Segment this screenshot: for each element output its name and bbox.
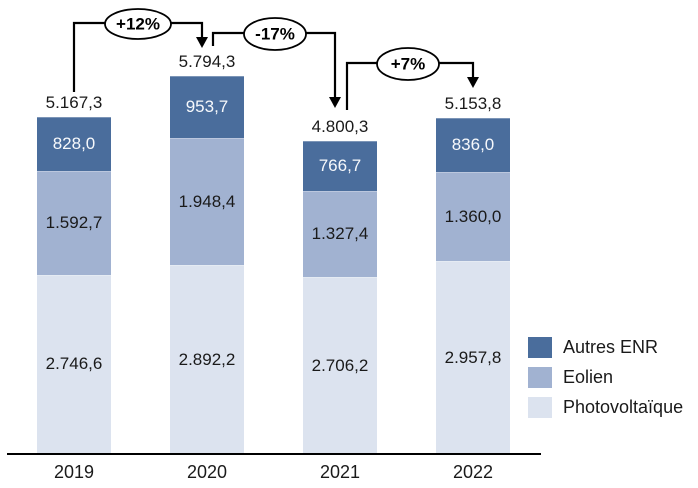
legend-label: Autres ENR <box>563 336 659 357</box>
segment-value-label: 1.327,4 <box>311 224 369 244</box>
annotation-bubble <box>376 47 440 81</box>
segment-value-label: 2.706,2 <box>311 355 369 375</box>
x-tick-label-2020: 2020 <box>186 462 228 482</box>
bar-2021: 766,7 1.327,4 2.706,2 <box>303 140 377 454</box>
segment-value-label: 828,0 <box>52 133 96 153</box>
segment-Eolien-2020: 1.948,4 <box>170 138 244 266</box>
annotation-percent-label: +7% <box>391 54 426 73</box>
segment-Eolien-2022: 1.360,0 <box>436 172 510 262</box>
segment-Photovoltaïque-2021: 2.706,2 <box>303 277 377 454</box>
annotation-percent-label: +12% <box>116 14 160 33</box>
segment-Autres ENR-2020: 953,7 <box>170 76 244 139</box>
legend-label: Photovoltaïque <box>563 396 684 417</box>
total-label-2021: 4.800,3 <box>311 116 369 136</box>
annotation-percent-label: -17% <box>255 24 295 43</box>
segment-value-label: 836,0 <box>451 135 495 155</box>
x-tick-label-2019: 2019 <box>53 462 95 482</box>
legend-swatch-icon <box>528 336 552 358</box>
segment-value-label: 766,7 <box>318 155 362 175</box>
segment-Autres ENR-2022: 836,0 <box>436 117 510 173</box>
bar-2020: 953,7 1.948,4 2.892,2 <box>170 76 244 454</box>
legend-item-Eolien: Eolien <box>528 366 683 388</box>
segment-Eolien-2019: 1.592,7 <box>37 170 111 275</box>
legend-swatch-icon <box>528 366 552 388</box>
annotation-bubble <box>243 17 307 51</box>
segment-Autres ENR-2021: 766,7 <box>303 140 377 191</box>
bar-2019: 828,0 1.592,7 2.746,6 <box>37 116 111 454</box>
legend-item-Photovoltaïque: Photovoltaïque <box>528 396 683 418</box>
legend-item-Autres ENR: Autres ENR <box>528 336 683 358</box>
total-label-2019: 5.167,3 <box>45 92 103 112</box>
segment-value-label: 2.746,6 <box>45 354 103 374</box>
x-axis-line <box>7 453 541 455</box>
arrowhead-icon <box>467 77 479 88</box>
legend-swatch-icon <box>528 396 552 418</box>
segment-value-label: 953,7 <box>185 97 229 117</box>
total-label-2022: 5.153,8 <box>444 93 502 113</box>
segment-value-label: 2.892,2 <box>178 349 236 369</box>
segment-Photovoltaïque-2019: 2.746,6 <box>37 274 111 454</box>
segment-value-label: 1.360,0 <box>444 206 502 226</box>
segment-Eolien-2021: 1.327,4 <box>303 190 377 278</box>
segment-value-label: 1.948,4 <box>178 191 236 211</box>
segment-value-label: 2.957,8 <box>444 347 502 367</box>
x-tick-label-2022: 2022 <box>452 462 494 482</box>
arrowhead-icon <box>196 37 208 48</box>
x-tick-label-2021: 2021 <box>319 462 361 482</box>
segment-Autres ENR-2019: 828,0 <box>37 116 111 171</box>
legend-label: Eolien <box>563 366 614 387</box>
total-label-2020: 5.794,3 <box>178 52 236 72</box>
annotation-bubble <box>104 8 172 40</box>
arrowhead-icon <box>329 97 341 108</box>
legend: Autres ENR Eolien Photovoltaïque <box>528 336 683 426</box>
segment-Photovoltaïque-2022: 2.957,8 <box>436 261 510 454</box>
segment-Photovoltaïque-2020: 2.892,2 <box>170 265 244 454</box>
bar-2022: 836,0 1.360,0 2.957,8 <box>436 117 510 454</box>
segment-value-label: 1.592,7 <box>45 212 103 232</box>
